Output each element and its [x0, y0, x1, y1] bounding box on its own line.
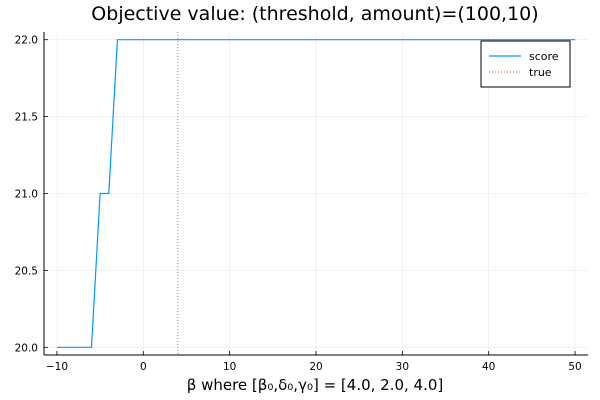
legend: score true	[480, 40, 571, 88]
x-tick-label: 50	[568, 361, 581, 373]
y-tick-labels: 20.0 20.5 21.0 21.5 22.0	[15, 35, 38, 355]
x-axis-label: β where [β₀,δ₀,γ₀] = [4.0, 2.0, 4.0]	[187, 376, 444, 394]
x-tick-label: −10	[46, 361, 68, 373]
y-tick-label: 21.0	[15, 189, 38, 201]
chart-title: Objective value: (threshold, amount)=(10…	[91, 3, 538, 25]
x-tick-labels: −10 0 10 20 30 40 50	[46, 361, 582, 373]
plot-series	[57, 32, 575, 355]
series-line-score	[57, 39, 575, 348]
y-tick-label: 20.5	[15, 265, 38, 277]
y-tick-label: 22.0	[15, 35, 38, 47]
y-tick-label: 20.0	[15, 342, 38, 354]
x-tick-label: 0	[140, 361, 147, 373]
x-tick-label: 30	[396, 361, 409, 373]
x-tick-label: 10	[223, 361, 236, 373]
axes	[43, 32, 588, 356]
x-tick-label: 40	[482, 361, 495, 373]
legend-label-true: true	[529, 66, 552, 79]
y-tick-label: 21.5	[15, 112, 38, 124]
legend-label-score: score	[529, 50, 559, 63]
legend-box	[480, 40, 571, 88]
x-tick-label: 20	[309, 361, 322, 373]
